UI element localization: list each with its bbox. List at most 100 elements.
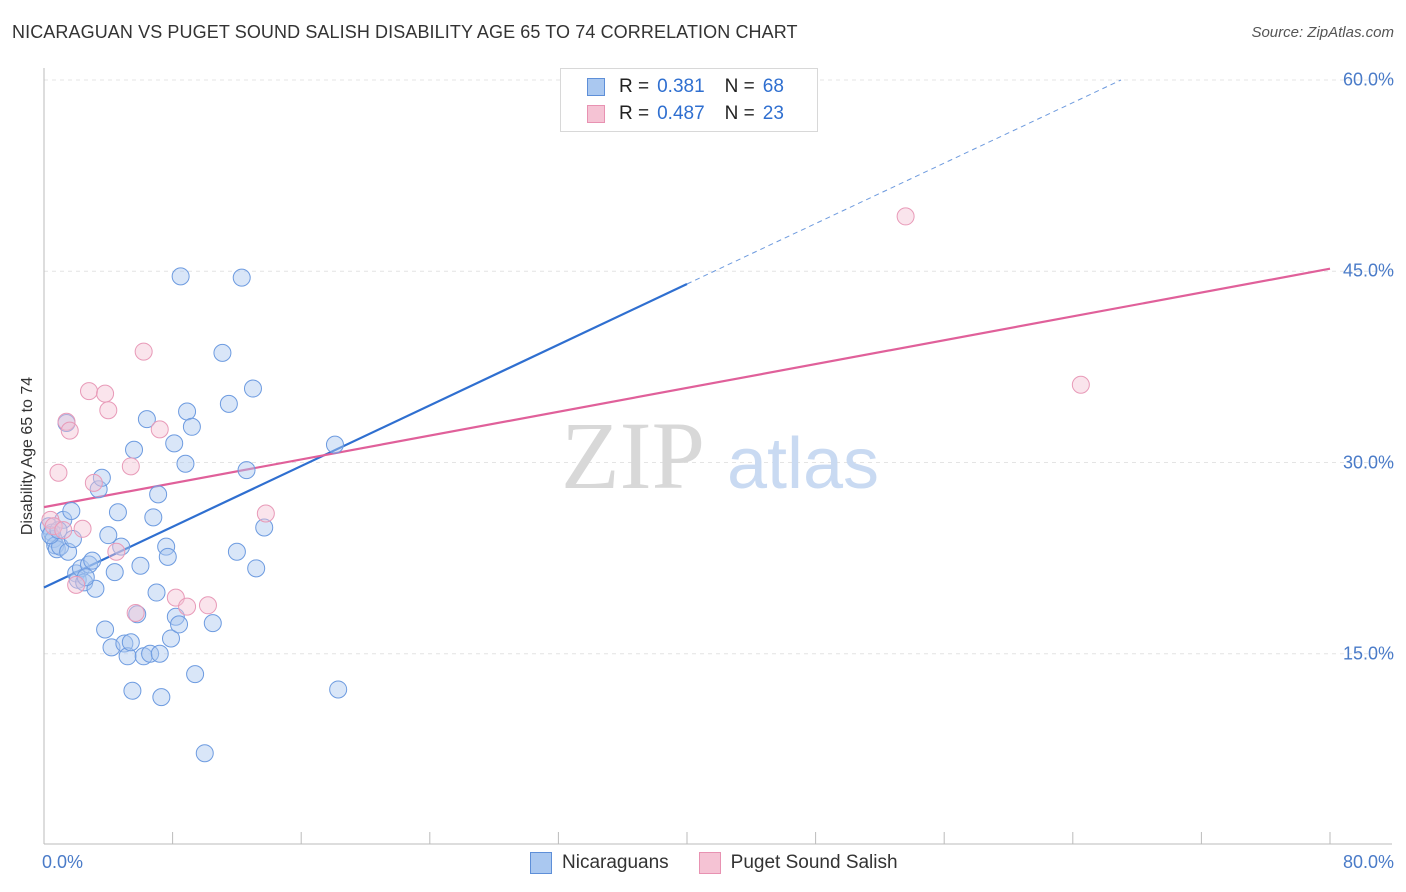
nicaraguans-point	[118, 647, 137, 666]
nicaraguans-trend-extension	[686, 79, 1122, 285]
salish-point	[96, 384, 115, 403]
legend-swatch-pink	[587, 105, 605, 123]
legend-r-label: R =	[619, 76, 650, 97]
salish-point	[121, 457, 140, 476]
legend-n-value: 23	[762, 103, 784, 124]
nicaraguans-point	[176, 454, 195, 473]
nicaraguans-point	[131, 556, 150, 575]
nicaraguans-point	[171, 267, 190, 286]
nicaraguans-point	[121, 633, 140, 652]
nicaraguans-point	[96, 620, 115, 639]
nicaraguans-point	[105, 563, 124, 582]
legend-swatch-pink	[698, 852, 721, 874]
nicaraguans-point	[86, 579, 105, 598]
nicaraguans-point	[255, 518, 274, 537]
salish-point	[54, 521, 73, 540]
salish-point	[134, 342, 153, 361]
x-tick-min: 0.0%	[42, 852, 84, 872]
salish-point	[107, 542, 126, 561]
nicaraguans-point	[158, 547, 177, 566]
nicaraguans-point	[227, 542, 246, 561]
salish-point	[84, 473, 103, 492]
salish-point	[1071, 375, 1090, 394]
nicaraguans-point	[137, 410, 156, 429]
salish-point	[80, 382, 99, 401]
nicaraguans-point	[170, 615, 189, 634]
nicaraguans-point	[195, 744, 214, 763]
legend-n-label: N =	[724, 103, 755, 124]
nicaraguans-point	[149, 485, 168, 504]
legend-row-nicaraguans: R = 0.381 N = 68	[587, 75, 784, 99]
nicaraguans-point	[182, 417, 201, 436]
nicaraguans-point	[150, 644, 169, 663]
salish-point	[67, 575, 86, 594]
nicaraguans-point	[237, 461, 256, 480]
nicaraguans-point	[178, 402, 197, 421]
trend-lines	[43, 79, 1331, 589]
salish-point	[256, 504, 275, 523]
y-tick-label: 30.0%	[1342, 452, 1394, 472]
nicaraguans-point	[243, 379, 262, 398]
nicaraguans-point	[161, 629, 180, 648]
salish-point	[44, 517, 63, 536]
legend-r-value: 0.487	[657, 103, 705, 124]
nicaraguans-point	[186, 665, 205, 684]
nicaraguans-trend-line	[43, 283, 688, 589]
nicaraguans-point	[203, 614, 222, 633]
nicaraguans-point	[325, 435, 344, 454]
y-tick-label: 45.0%	[1342, 260, 1394, 281]
legend-n-value: 68	[762, 76, 784, 97]
nicaraguans-point	[123, 681, 142, 700]
legend-label-nicaraguans: Nicaraguans	[562, 852, 669, 873]
nicaraguans-point	[329, 680, 348, 699]
legend-row-salish: R = 0.487 N = 23	[587, 102, 784, 126]
salish-point	[896, 207, 915, 226]
nicaraguans-point	[125, 440, 144, 459]
legend-r-value: 0.381	[657, 76, 705, 97]
nicaraguans-point	[62, 501, 81, 520]
stats-legend: R = 0.381 N = 68 R = 0.487 N = 23	[560, 68, 818, 132]
salish-point	[178, 597, 197, 616]
nicaraguans-point	[141, 644, 160, 663]
legend-r-label: R =	[619, 103, 650, 124]
nicaraguans-point	[147, 583, 166, 602]
watermark-zip: ZIP	[561, 402, 705, 509]
legend-swatch-blue	[530, 852, 552, 874]
legend-swatch-blue	[587, 78, 605, 96]
salish-point	[60, 421, 79, 440]
salish-point	[99, 401, 118, 420]
series-legend: Nicaraguans Puget Sound Salish	[530, 852, 928, 874]
x-tick-max: 80.0%	[1342, 852, 1394, 872]
legend-item-nicaraguans: Nicaraguans	[530, 852, 669, 874]
data-points	[39, 83, 1090, 763]
watermark: ZIP atlas	[561, 402, 879, 509]
salish-point	[73, 519, 92, 538]
nicaraguans-point	[76, 568, 95, 587]
nicaraguans-point	[152, 688, 171, 707]
legend-item-salish: Puget Sound Salish	[698, 852, 898, 874]
gridlines	[44, 79, 1392, 655]
axes	[43, 68, 1392, 845]
nicaraguans-point	[247, 559, 266, 578]
salish-point	[150, 420, 169, 439]
nicaraguans-point	[213, 343, 232, 362]
salish-point	[126, 603, 145, 622]
source-label: Source: ZipAtlas.com	[1251, 24, 1394, 41]
nicaraguans-point	[108, 503, 127, 522]
salish-point	[198, 596, 217, 615]
y-tick-label: 15.0%	[1342, 643, 1394, 664]
legend-label-salish: Puget Sound Salish	[730, 852, 898, 873]
nicaraguans-point	[144, 508, 163, 527]
nicaraguans-point	[219, 394, 238, 413]
watermark-atlas: atlas	[727, 424, 879, 504]
nicaraguans-point	[165, 434, 184, 453]
nicaraguans-point	[232, 268, 251, 287]
chart-title: NICARAGUAN VS PUGET SOUND SALISH DISABIL…	[12, 22, 798, 42]
salish-trend-line	[43, 267, 1331, 509]
nicaraguans-point	[89, 480, 108, 499]
salish-point	[49, 463, 68, 482]
y-tick-label: 60.0%	[1342, 69, 1394, 90]
nicaraguans-point	[112, 537, 131, 556]
nicaraguans-point	[83, 551, 102, 570]
